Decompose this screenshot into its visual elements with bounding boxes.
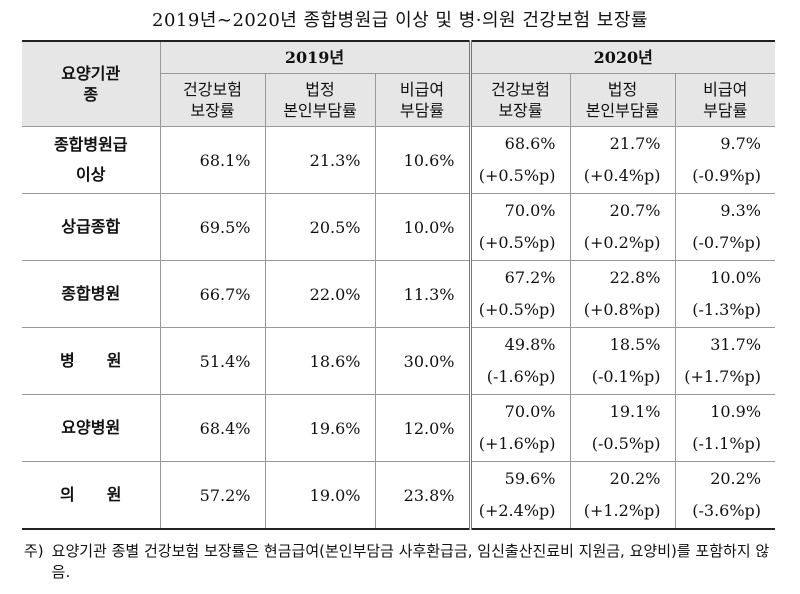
change: (+0.2%p) [583, 233, 661, 252]
coverage-table: 요양기관 종 2019년 2020년 건강보험 보장률 법정 본인부담률 비급여 부담률… [22, 40, 776, 530]
corner-header: 요양기관 종 [22, 40, 161, 127]
value-cell: 12.0% [374, 394, 471, 462]
value: 21.7% [609, 134, 661, 153]
value: 10.0% [710, 268, 762, 287]
title: 2019년∼2020년 종합병원급 이상 및 병·의원 건강보험 보장률 [152, 10, 648, 31]
value: 9.7% [720, 134, 762, 153]
change: (+0.5%p) [478, 300, 556, 319]
value-cell: 10.6% [374, 126, 471, 194]
value: 20.2% [609, 469, 661, 488]
change: (-1.6%p) [486, 367, 556, 386]
change: (+1.7%p) [684, 367, 762, 386]
change: (-0.1%p) [591, 367, 661, 386]
table-row: 상급종합 69.5% 20.5% 10.0% 70.0% (+0.5%p) 20.7% (+0… [22, 193, 776, 261]
value-cell: 21.7% (+0.4%p) [569, 126, 676, 194]
footnote-text: 요양기관 종별 건강보험 보장률은 현금급여(본인부담금 사후환급금, 임신출산… [51, 542, 770, 581]
value-cell: 68.1% [159, 126, 266, 194]
value-cell: 10.9% (-1.1%p) [674, 394, 776, 462]
change: (+1.6%p) [478, 434, 556, 453]
value-cell: 20.2% (+1.2%p) [569, 461, 676, 530]
value-cell: 10.0% (-1.3%p) [674, 260, 776, 328]
row-name: 종합병원 [22, 260, 161, 328]
row-name: 병 원 [22, 327, 161, 395]
table-row: 병 원 51.4% 18.6% 30.0% 49.8% (-1.6%p) 18.5% (-0.… [22, 327, 776, 395]
footnote-lead: 주) [24, 542, 44, 560]
table-row: 종합병원급 이상 68.1% 21.3% 10.6% 68.6% (+0.5%p) 21.7… [22, 126, 776, 194]
value-cell: 67.2% (+0.5%p) [468, 260, 571, 328]
value-cell: 66.7% [159, 260, 266, 328]
column-header: 법정 본인부담률 [569, 73, 676, 127]
table-row: 요양병원 68.4% 19.6% 12.0% 70.0% (+1.6%p) 19.1% (-0… [22, 394, 776, 462]
value-cell: 18.6% [264, 327, 376, 395]
value: 10.9% [710, 402, 762, 421]
row-name: 종합병원급 이상 [22, 126, 161, 194]
value-cell: 20.2% (-3.6%p) [674, 461, 776, 530]
change: (-1.3%p) [692, 300, 762, 319]
column-header: 비급여 부담률 [674, 73, 776, 127]
value-cell: 30.0% [374, 327, 471, 395]
value: 49.8% [504, 335, 556, 354]
value-cell: 59.6% (+2.4%p) [468, 461, 571, 530]
change: (-3.6%p) [692, 501, 762, 520]
value-cell: 10.0% [374, 193, 471, 261]
value-cell: 49.8% (-1.6%p) [468, 327, 571, 395]
value-cell: 22.8% (+0.8%p) [569, 260, 676, 328]
column-header: 비급여 부담률 [374, 73, 471, 127]
value-cell: 18.5% (-0.1%p) [569, 327, 676, 395]
column-header: 건강보험 보장률 [160, 73, 266, 127]
value-cell: 11.3% [374, 260, 471, 328]
column-header: 법정 본인부담률 [264, 73, 376, 127]
change: (-0.5%p) [591, 434, 661, 453]
change: (-1.1%p) [692, 434, 762, 453]
value-cell: 70.0% (+1.6%p) [468, 394, 571, 462]
value-cell: 22.0% [264, 260, 376, 328]
value: 9.3% [720, 201, 762, 220]
value: 18.5% [609, 335, 661, 354]
value-cell: 68.6% (+0.5%p) [468, 126, 571, 194]
change: (+0.4%p) [583, 166, 661, 185]
value: 31.7% [710, 335, 762, 354]
value-cell: 68.4% [159, 394, 266, 462]
value: 70.0% [504, 402, 556, 421]
year-header: 2020년 [468, 40, 776, 74]
value-cell: 9.3% (-0.7%p) [674, 193, 776, 261]
value-cell: 20.7% (+0.2%p) [569, 193, 676, 261]
change: (-0.7%p) [692, 233, 762, 252]
row-name: 상급종합 [22, 193, 161, 261]
value-cell: 70.0% (+0.5%p) [468, 193, 571, 261]
column-header: 건강보험 보장률 [468, 73, 571, 127]
change: (+0.5%p) [478, 233, 556, 252]
row-name: 의 원 [22, 461, 161, 530]
change: (-0.9%p) [692, 166, 762, 185]
change: (+2.4%p) [478, 501, 556, 520]
value: 20.2% [710, 469, 762, 488]
table-row: 종합병원 66.7% 22.0% 11.3% 67.2% (+0.5%p) 22.8% (+0… [22, 260, 776, 328]
row-name: 요양병원 [22, 394, 161, 462]
value: 19.1% [609, 402, 661, 421]
value-cell: 69.5% [159, 193, 266, 261]
change: (+0.5%p) [478, 166, 556, 185]
value: 68.6% [504, 134, 556, 153]
change: (+1.2%p) [583, 501, 661, 520]
value-cell: 57.2% [159, 461, 266, 530]
value: 59.6% [504, 469, 556, 488]
value-cell: 20.5% [264, 193, 376, 261]
value: 70.0% [504, 201, 556, 220]
value-cell: 51.4% [159, 327, 266, 395]
year-header: 2019년 [159, 40, 471, 74]
table-row: 의 원 57.2% 19.0% 23.8% 59.6% (+2.4%p) 20.2% (+1.… [22, 461, 776, 530]
value: 22.8% [609, 268, 661, 287]
footnote: 주) 요양기관 종별 건강보험 보장률은 현금급여(본인부담금 사후환급금, 임… [24, 541, 784, 583]
value-cell: 21.3% [264, 126, 376, 194]
value-cell: 23.8% [374, 461, 471, 530]
value-cell: 19.0% [264, 461, 376, 530]
value: 67.2% [504, 268, 556, 287]
value: 20.7% [609, 201, 661, 220]
value-cell: 19.6% [264, 394, 376, 462]
value-cell: 31.7% (+1.7%p) [674, 327, 776, 395]
value-cell: 9.7% (-0.9%p) [674, 126, 776, 194]
value-cell: 19.1% (-0.5%p) [569, 394, 676, 462]
change: (+0.8%p) [583, 300, 661, 319]
